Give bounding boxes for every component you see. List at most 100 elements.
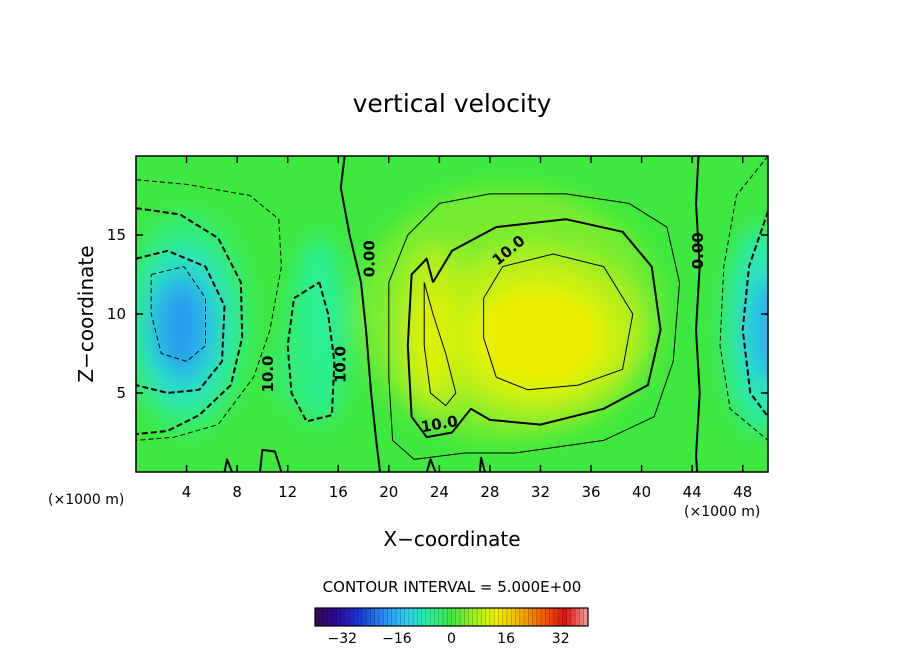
zero-contour bbox=[258, 448, 283, 472]
colorbar-cell bbox=[481, 608, 487, 626]
positive-contour bbox=[483, 253, 634, 391]
x-axis-label: X−coordinate bbox=[383, 527, 520, 551]
contour-label: 0.00 bbox=[360, 240, 378, 277]
colorbar-tick-label: 0 bbox=[447, 631, 456, 647]
colorbar-cell bbox=[442, 608, 448, 626]
x-axis-unit-left: (×1000 m) bbox=[48, 492, 124, 508]
positive-contour bbox=[388, 193, 680, 460]
colorbar-cell bbox=[575, 608, 580, 626]
negative-contour bbox=[136, 207, 244, 436]
colorbar-cell bbox=[562, 608, 568, 626]
zero-contour bbox=[425, 458, 437, 472]
downdraft-blob bbox=[273, 329, 315, 409]
colorbar-cell bbox=[344, 608, 350, 626]
x-tick-label: 12 bbox=[278, 483, 297, 501]
colorbar-cell bbox=[515, 608, 521, 626]
colorbar-cell bbox=[408, 608, 414, 626]
positive-contour bbox=[406, 218, 662, 439]
contour-label: 0.00 bbox=[689, 232, 707, 269]
chart-title: vertical velocity bbox=[353, 89, 552, 118]
negative-contour bbox=[286, 281, 336, 423]
colorbar-cell bbox=[524, 608, 529, 626]
zero-contour bbox=[695, 156, 701, 472]
x-tick-label: 44 bbox=[683, 483, 702, 501]
y-axis-label: Z−coordinate bbox=[74, 245, 98, 382]
colorbar-cell bbox=[545, 608, 551, 626]
colorbar-cell bbox=[549, 608, 555, 626]
colorbar-cell bbox=[336, 608, 342, 626]
colorbar-tick-label: 16 bbox=[497, 631, 515, 647]
colorbar-frame bbox=[314, 607, 589, 627]
velocity-field bbox=[136, 187, 768, 441]
updraft-blob bbox=[468, 283, 608, 392]
x-tick-label: 40 bbox=[632, 483, 651, 501]
colorbar-cell bbox=[400, 608, 406, 626]
contour-interval-text: CONTOUR INTERVAL = 5.000E+00 bbox=[323, 578, 582, 596]
negative-contour bbox=[741, 210, 768, 418]
colorbar-cell bbox=[566, 608, 572, 626]
x-tick-label: 28 bbox=[480, 483, 499, 501]
colorbar-cell bbox=[579, 608, 585, 626]
colorbar-cell bbox=[468, 608, 474, 626]
contour-label: 10.0 bbox=[259, 356, 277, 393]
colorbar-cell bbox=[460, 608, 465, 626]
x-axis-ticks: 4 8 12 16 20 24 28 32 36 40 44 48 bbox=[182, 156, 752, 501]
colorbar-cell bbox=[532, 608, 538, 626]
colorbar-cell bbox=[455, 608, 461, 626]
colorbar-cell bbox=[528, 608, 534, 626]
zero-contour bbox=[478, 456, 486, 472]
x-tick-label: 8 bbox=[232, 483, 242, 501]
x-tick-label: 24 bbox=[430, 483, 449, 501]
colorbar-cell bbox=[357, 608, 363, 626]
colorbar-ticks: −32 −16 0 16 32 bbox=[328, 631, 570, 647]
colorbar-cell bbox=[425, 608, 431, 626]
colorbar-cell bbox=[323, 608, 329, 626]
colorbar-cell bbox=[421, 608, 427, 626]
colorbar-cell bbox=[315, 608, 320, 626]
colorbar-cell bbox=[502, 608, 508, 626]
downdraft-blob bbox=[747, 274, 768, 386]
colorbar-tick-label: 32 bbox=[552, 631, 570, 647]
colorbar-cell bbox=[349, 608, 354, 626]
x-tick-label: 36 bbox=[581, 483, 600, 501]
colorbar-cell bbox=[464, 608, 470, 626]
colorbar-cell bbox=[366, 608, 371, 626]
colorbar-cell bbox=[430, 608, 435, 626]
colorbar-cell bbox=[340, 608, 346, 626]
y-tick-label: 15 bbox=[107, 226, 126, 244]
colorbar-cell bbox=[489, 608, 495, 626]
colorbar-cell bbox=[553, 608, 559, 626]
colorbar-cell bbox=[498, 608, 504, 626]
colorbar-tick-label: −16 bbox=[382, 631, 412, 647]
colorbar-cell bbox=[434, 608, 440, 626]
positive-contour bbox=[423, 282, 457, 407]
negative-contour bbox=[150, 266, 206, 362]
colorbar-cell bbox=[370, 608, 376, 626]
x-tick-label: 4 bbox=[182, 483, 192, 501]
negative-contour bbox=[719, 156, 768, 441]
colorbar-cell bbox=[506, 608, 512, 626]
colorbar-cell bbox=[472, 608, 478, 626]
y-axis-ticks: 5 10 15 bbox=[107, 226, 768, 402]
colorbar-cell bbox=[374, 608, 380, 626]
x-axis-unit-right: (×1000 m) bbox=[684, 504, 760, 520]
colorbar-cell bbox=[451, 608, 457, 626]
colorbar-cell bbox=[583, 608, 589, 626]
zero-contour bbox=[339, 156, 381, 472]
colorbar-tick-label: −32 bbox=[328, 631, 358, 647]
updraft-blob bbox=[412, 290, 454, 386]
colorbar-cell bbox=[438, 608, 444, 626]
x-tick-label: 16 bbox=[329, 483, 348, 501]
colorbar bbox=[314, 607, 589, 627]
y-tick-label: 5 bbox=[116, 384, 126, 402]
colorbar-cell bbox=[332, 608, 337, 626]
colorbar-cell bbox=[353, 608, 359, 626]
colorbar-cell bbox=[536, 608, 542, 626]
colorbar-cell bbox=[404, 608, 410, 626]
negative-contour bbox=[136, 249, 226, 394]
contour-lines bbox=[136, 156, 768, 472]
colorbar-cell bbox=[413, 608, 418, 626]
colorbar-cell bbox=[485, 608, 491, 626]
x-tick-label: 20 bbox=[379, 483, 398, 501]
